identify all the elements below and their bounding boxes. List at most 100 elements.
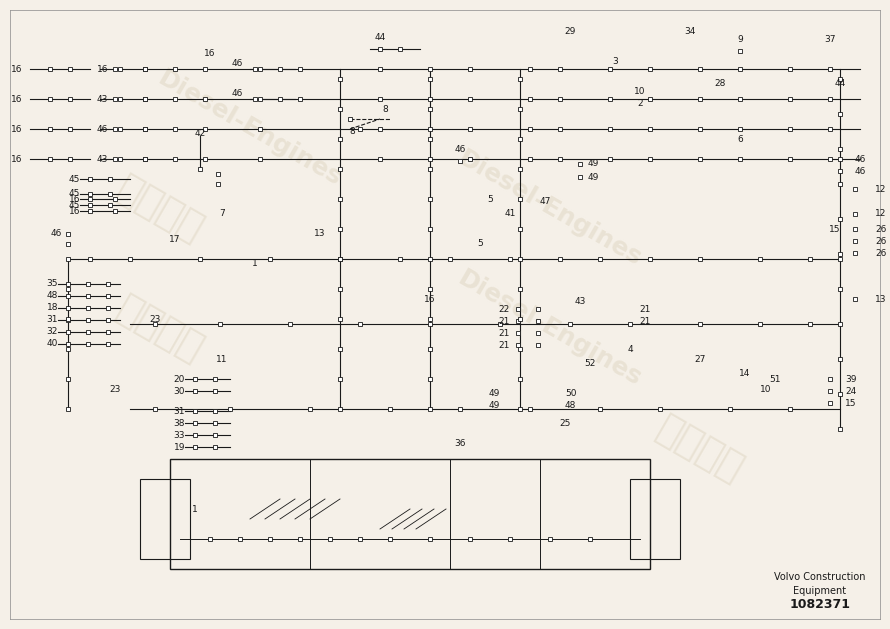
Bar: [516, 307, 520, 311]
Text: 紫发动力: 紫发动力: [650, 409, 750, 489]
Bar: [598, 257, 602, 261]
Bar: [536, 319, 540, 323]
Bar: [213, 433, 217, 437]
Bar: [66, 342, 70, 346]
Text: 紫发动力: 紫发动力: [110, 169, 210, 249]
Bar: [108, 192, 112, 196]
Bar: [828, 127, 832, 131]
Bar: [193, 389, 197, 393]
Bar: [738, 97, 742, 101]
Text: 13: 13: [875, 294, 886, 304]
Bar: [648, 157, 652, 161]
Text: 47: 47: [539, 198, 551, 206]
Bar: [558, 67, 562, 71]
Text: 5: 5: [487, 194, 493, 204]
Text: 26: 26: [875, 237, 886, 245]
Bar: [338, 197, 342, 201]
Bar: [239, 537, 242, 541]
Bar: [738, 157, 742, 161]
Bar: [518, 197, 522, 201]
Bar: [268, 257, 272, 261]
Bar: [258, 67, 262, 71]
Bar: [143, 67, 147, 71]
Text: 43: 43: [97, 94, 108, 104]
Bar: [106, 330, 110, 334]
Bar: [173, 67, 177, 71]
Bar: [608, 97, 612, 101]
Bar: [88, 203, 92, 207]
Bar: [86, 282, 90, 286]
Text: 6: 6: [737, 135, 743, 143]
Text: 25: 25: [559, 420, 570, 428]
Bar: [788, 407, 792, 411]
Text: 41: 41: [505, 209, 515, 218]
Text: 40: 40: [46, 340, 58, 348]
Bar: [428, 107, 432, 111]
Text: 45: 45: [69, 201, 80, 209]
Bar: [173, 157, 177, 161]
Bar: [808, 322, 812, 326]
Text: 46: 46: [231, 89, 243, 99]
Bar: [728, 407, 732, 411]
Bar: [140, 479, 190, 559]
Bar: [213, 377, 217, 381]
Bar: [428, 287, 432, 291]
Bar: [106, 306, 110, 310]
Bar: [338, 347, 342, 351]
Bar: [143, 157, 147, 161]
Bar: [828, 97, 832, 101]
Text: 3: 3: [612, 57, 618, 65]
Bar: [378, 67, 382, 71]
Bar: [113, 157, 117, 161]
Bar: [338, 77, 342, 81]
Text: 15: 15: [829, 225, 841, 233]
Bar: [118, 127, 122, 131]
Text: 23: 23: [109, 384, 121, 394]
Text: 49: 49: [489, 401, 500, 411]
Bar: [88, 197, 92, 201]
Text: 紫发动力: 紫发动力: [110, 289, 210, 369]
Text: 21: 21: [639, 304, 651, 313]
Bar: [738, 67, 742, 71]
Bar: [113, 209, 117, 213]
Bar: [598, 407, 602, 411]
Text: 1: 1: [192, 504, 198, 513]
Bar: [528, 127, 532, 131]
Text: 31: 31: [46, 316, 58, 325]
Bar: [193, 377, 197, 381]
Bar: [738, 49, 742, 53]
Bar: [498, 322, 502, 326]
Bar: [258, 157, 262, 161]
Text: 26: 26: [875, 225, 886, 233]
Bar: [203, 157, 207, 161]
Bar: [198, 167, 202, 171]
Text: 43: 43: [574, 298, 586, 306]
Text: 10: 10: [760, 384, 772, 394]
Bar: [66, 294, 70, 298]
Bar: [143, 127, 147, 131]
Bar: [106, 282, 110, 286]
Bar: [48, 157, 52, 161]
Bar: [698, 322, 702, 326]
Text: 27: 27: [694, 355, 706, 364]
Bar: [788, 97, 792, 101]
Bar: [698, 257, 702, 261]
Bar: [213, 445, 217, 449]
Bar: [428, 407, 432, 411]
Text: 16: 16: [11, 155, 22, 164]
Text: 5: 5: [477, 240, 483, 248]
Text: 46: 46: [97, 125, 108, 133]
Bar: [298, 537, 302, 541]
Bar: [86, 330, 90, 334]
Text: 14: 14: [740, 369, 750, 379]
Bar: [428, 157, 432, 161]
Bar: [48, 67, 52, 71]
Bar: [808, 257, 812, 261]
Bar: [338, 137, 342, 141]
Text: Diesel-Engines: Diesel-Engines: [454, 267, 646, 391]
Bar: [608, 127, 612, 131]
Bar: [838, 112, 842, 116]
Bar: [853, 187, 857, 191]
Bar: [118, 97, 122, 101]
Bar: [338, 317, 342, 321]
